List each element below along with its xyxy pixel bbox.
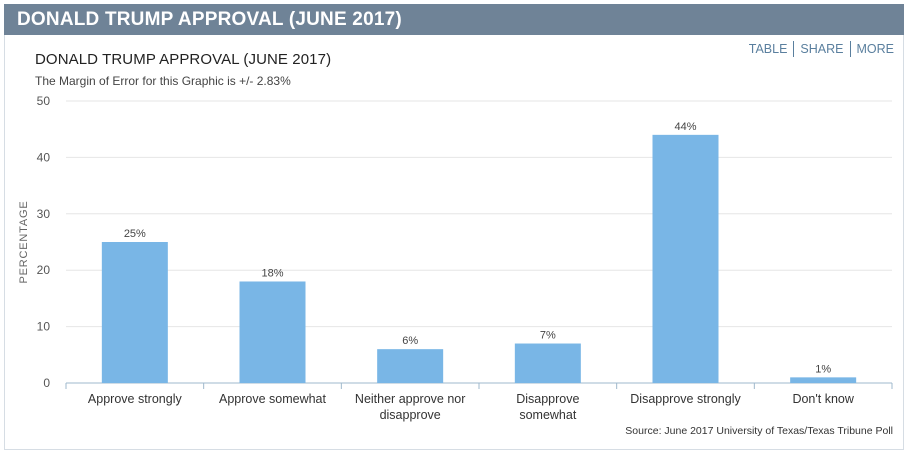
y-axis-label: PERCENTAGE [18, 201, 30, 284]
share-link[interactable]: SHARE [800, 42, 844, 56]
y-tick-label: 10 [37, 320, 51, 334]
bar [514, 343, 581, 383]
y-tick-label: 50 [37, 94, 51, 108]
x-tick-label: somewhat [519, 408, 576, 422]
x-tick-label: Don't know [792, 392, 854, 406]
x-tick-label: disapprove [380, 408, 441, 422]
x-tick-label: Approve strongly [88, 392, 183, 406]
banner-title: DONALD TRUMP APPROVAL (JUNE 2017) [17, 9, 402, 30]
bar [101, 242, 168, 383]
x-tick-label: Neither approve nor [355, 392, 465, 406]
y-tick-label: 0 [43, 376, 50, 390]
chart-subtitle: The Margin of Error for this Graphic is … [35, 74, 291, 88]
bar [239, 281, 306, 383]
chart-title: DONALD TRUMP APPROVAL (JUNE 2017) [35, 51, 332, 68]
source-note: Source: June 2017 University of Texas/Te… [625, 425, 893, 437]
link-divider [793, 41, 795, 57]
data-label: 44% [674, 121, 696, 133]
header-banner: DONALD TRUMP APPROVAL (JUNE 2017) [4, 4, 904, 35]
data-label: 6% [402, 335, 418, 347]
chart-links: TABLE SHARE MORE [749, 41, 894, 57]
x-tick-label: Disapprove [516, 392, 579, 406]
link-divider [849, 41, 851, 57]
data-label: 7% [540, 330, 556, 342]
data-label: 18% [261, 267, 283, 279]
more-link[interactable]: MORE [856, 42, 895, 56]
y-tick-label: 30 [37, 207, 51, 221]
y-tick-label: 40 [37, 150, 51, 164]
y-tick-label: 20 [37, 263, 51, 277]
data-label: 25% [124, 228, 146, 240]
bar [790, 377, 857, 383]
x-tick-label: Disapprove strongly [630, 392, 741, 406]
bar [377, 349, 444, 383]
bar [652, 134, 719, 383]
table-link[interactable]: TABLE [748, 42, 788, 56]
data-label: 1% [815, 363, 831, 375]
x-tick-label: Approve somewhat [219, 392, 327, 406]
